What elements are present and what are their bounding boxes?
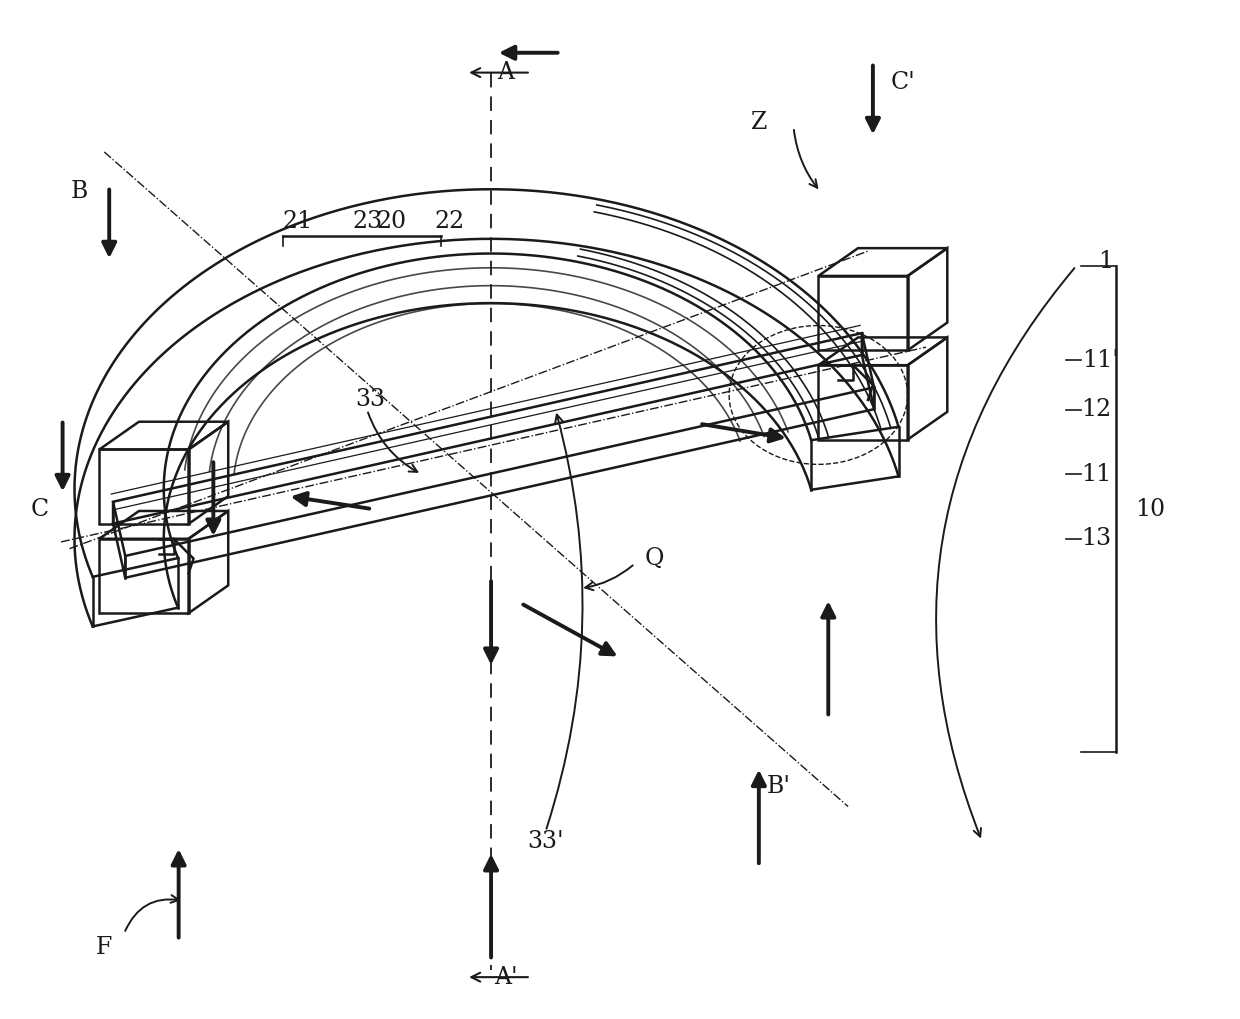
Text: 21: 21 [283,210,312,233]
Text: 11': 11' [1083,348,1120,372]
Text: C': C' [890,71,915,94]
Text: 20: 20 [377,210,407,233]
Text: B: B [71,180,88,203]
Text: 23: 23 [352,210,382,233]
Text: 12: 12 [1081,398,1111,421]
Text: 33': 33' [527,829,564,853]
Text: 1: 1 [1099,250,1114,272]
Text: A': A' [494,966,518,988]
Text: 13: 13 [1081,527,1111,550]
Text: Q: Q [645,547,665,570]
Text: B': B' [766,775,791,798]
Text: C: C [31,497,48,521]
Text: 10: 10 [1136,497,1166,521]
Text: 11: 11 [1081,463,1111,486]
Text: 33: 33 [355,388,386,412]
Text: Z: Z [750,111,768,133]
Text: F: F [95,935,113,959]
Text: 22: 22 [434,210,465,233]
Text: A: A [497,61,515,85]
